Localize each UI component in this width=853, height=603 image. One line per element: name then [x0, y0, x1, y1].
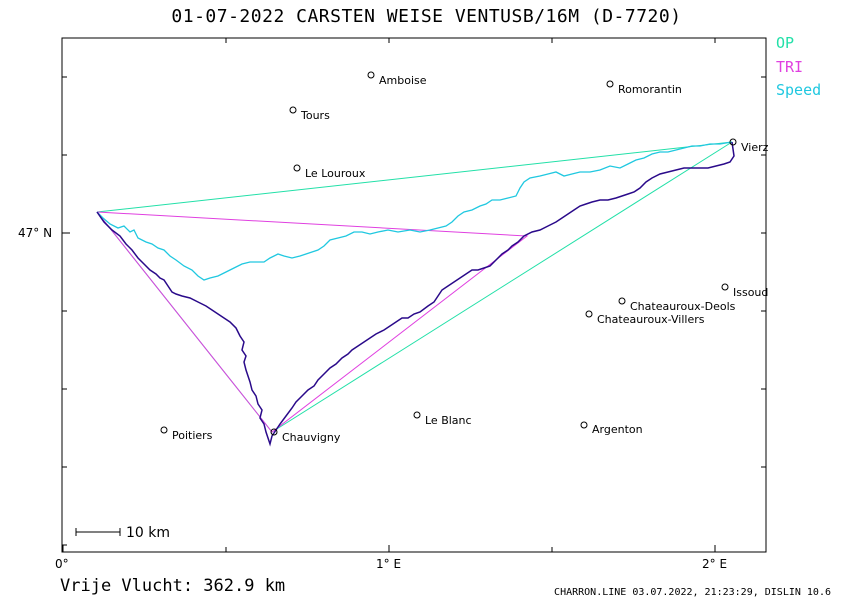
label-poitiers: Poitiers	[172, 429, 213, 442]
marker-le-blanc	[413, 411, 421, 419]
marker-argenton	[580, 421, 588, 429]
scale-bar-label: 10 km	[126, 525, 170, 541]
speed-track	[96, 141, 733, 281]
label-le-louroux: Le Louroux	[305, 167, 366, 180]
label-chateauroux-deols: Chateauroux-Deols	[630, 300, 736, 313]
page-title: 01-07-2022 CARSTEN WEISE VENTUSB/16M (D-…	[171, 6, 682, 27]
scale-bar	[75, 528, 121, 536]
label-argenton: Argenton	[592, 423, 643, 436]
credits: CHARRON.LINE 03.07.2022, 21:23:29, DISLI…	[554, 587, 831, 598]
place-markers	[160, 71, 737, 436]
legend-op-label: OP	[776, 34, 795, 52]
map-frame	[61, 37, 767, 553]
marker-vierz	[729, 138, 737, 146]
op-route	[96, 141, 733, 433]
tri-route	[96, 211, 529, 433]
legend-speed: Speed	[776, 81, 821, 99]
label-chauvigny: Chauvigny	[282, 431, 341, 444]
marker-chateauroux-villers	[585, 310, 593, 318]
marker-chauvigny	[270, 428, 278, 436]
label-vierz: Vierz	[741, 141, 769, 154]
marker-poitiers	[160, 426, 168, 434]
label-chateauroux-villers: Chateauroux-Villers	[597, 313, 705, 326]
left-ticks	[62, 76, 70, 546]
lon-label-1: 1° E	[376, 557, 401, 571]
marker-le-louroux	[293, 164, 301, 172]
legend-tri-label: TRI	[776, 58, 804, 76]
legend-speed-label: Speed	[776, 81, 822, 99]
marker-chateauroux-deols	[618, 297, 626, 305]
lon-label-2: 2° E	[702, 557, 727, 571]
marker-romorantin	[606, 80, 614, 88]
lon-label-0: 0°	[55, 557, 69, 571]
legend-tri: TRI	[776, 58, 803, 76]
bottom-ticks	[62, 545, 716, 552]
top-ticks	[225, 38, 716, 43]
legend-op: OP	[776, 34, 794, 52]
right-ticks	[761, 76, 766, 468]
label-amboise: Amboise	[379, 74, 427, 87]
label-le-blanc: Le Blanc	[425, 414, 472, 427]
lat-label: 47° N	[18, 226, 52, 240]
marker-amboise	[367, 71, 375, 79]
label-romorantin: Romorantin	[618, 83, 682, 96]
marker-tours	[289, 106, 297, 114]
marker-issoud	[721, 283, 729, 291]
flight-track	[96, 141, 735, 447]
label-issoud: Issoud	[733, 286, 768, 299]
distance-label: Vrije Vlucht: 362.9 km	[60, 576, 286, 596]
label-tours: Tours	[300, 109, 330, 122]
